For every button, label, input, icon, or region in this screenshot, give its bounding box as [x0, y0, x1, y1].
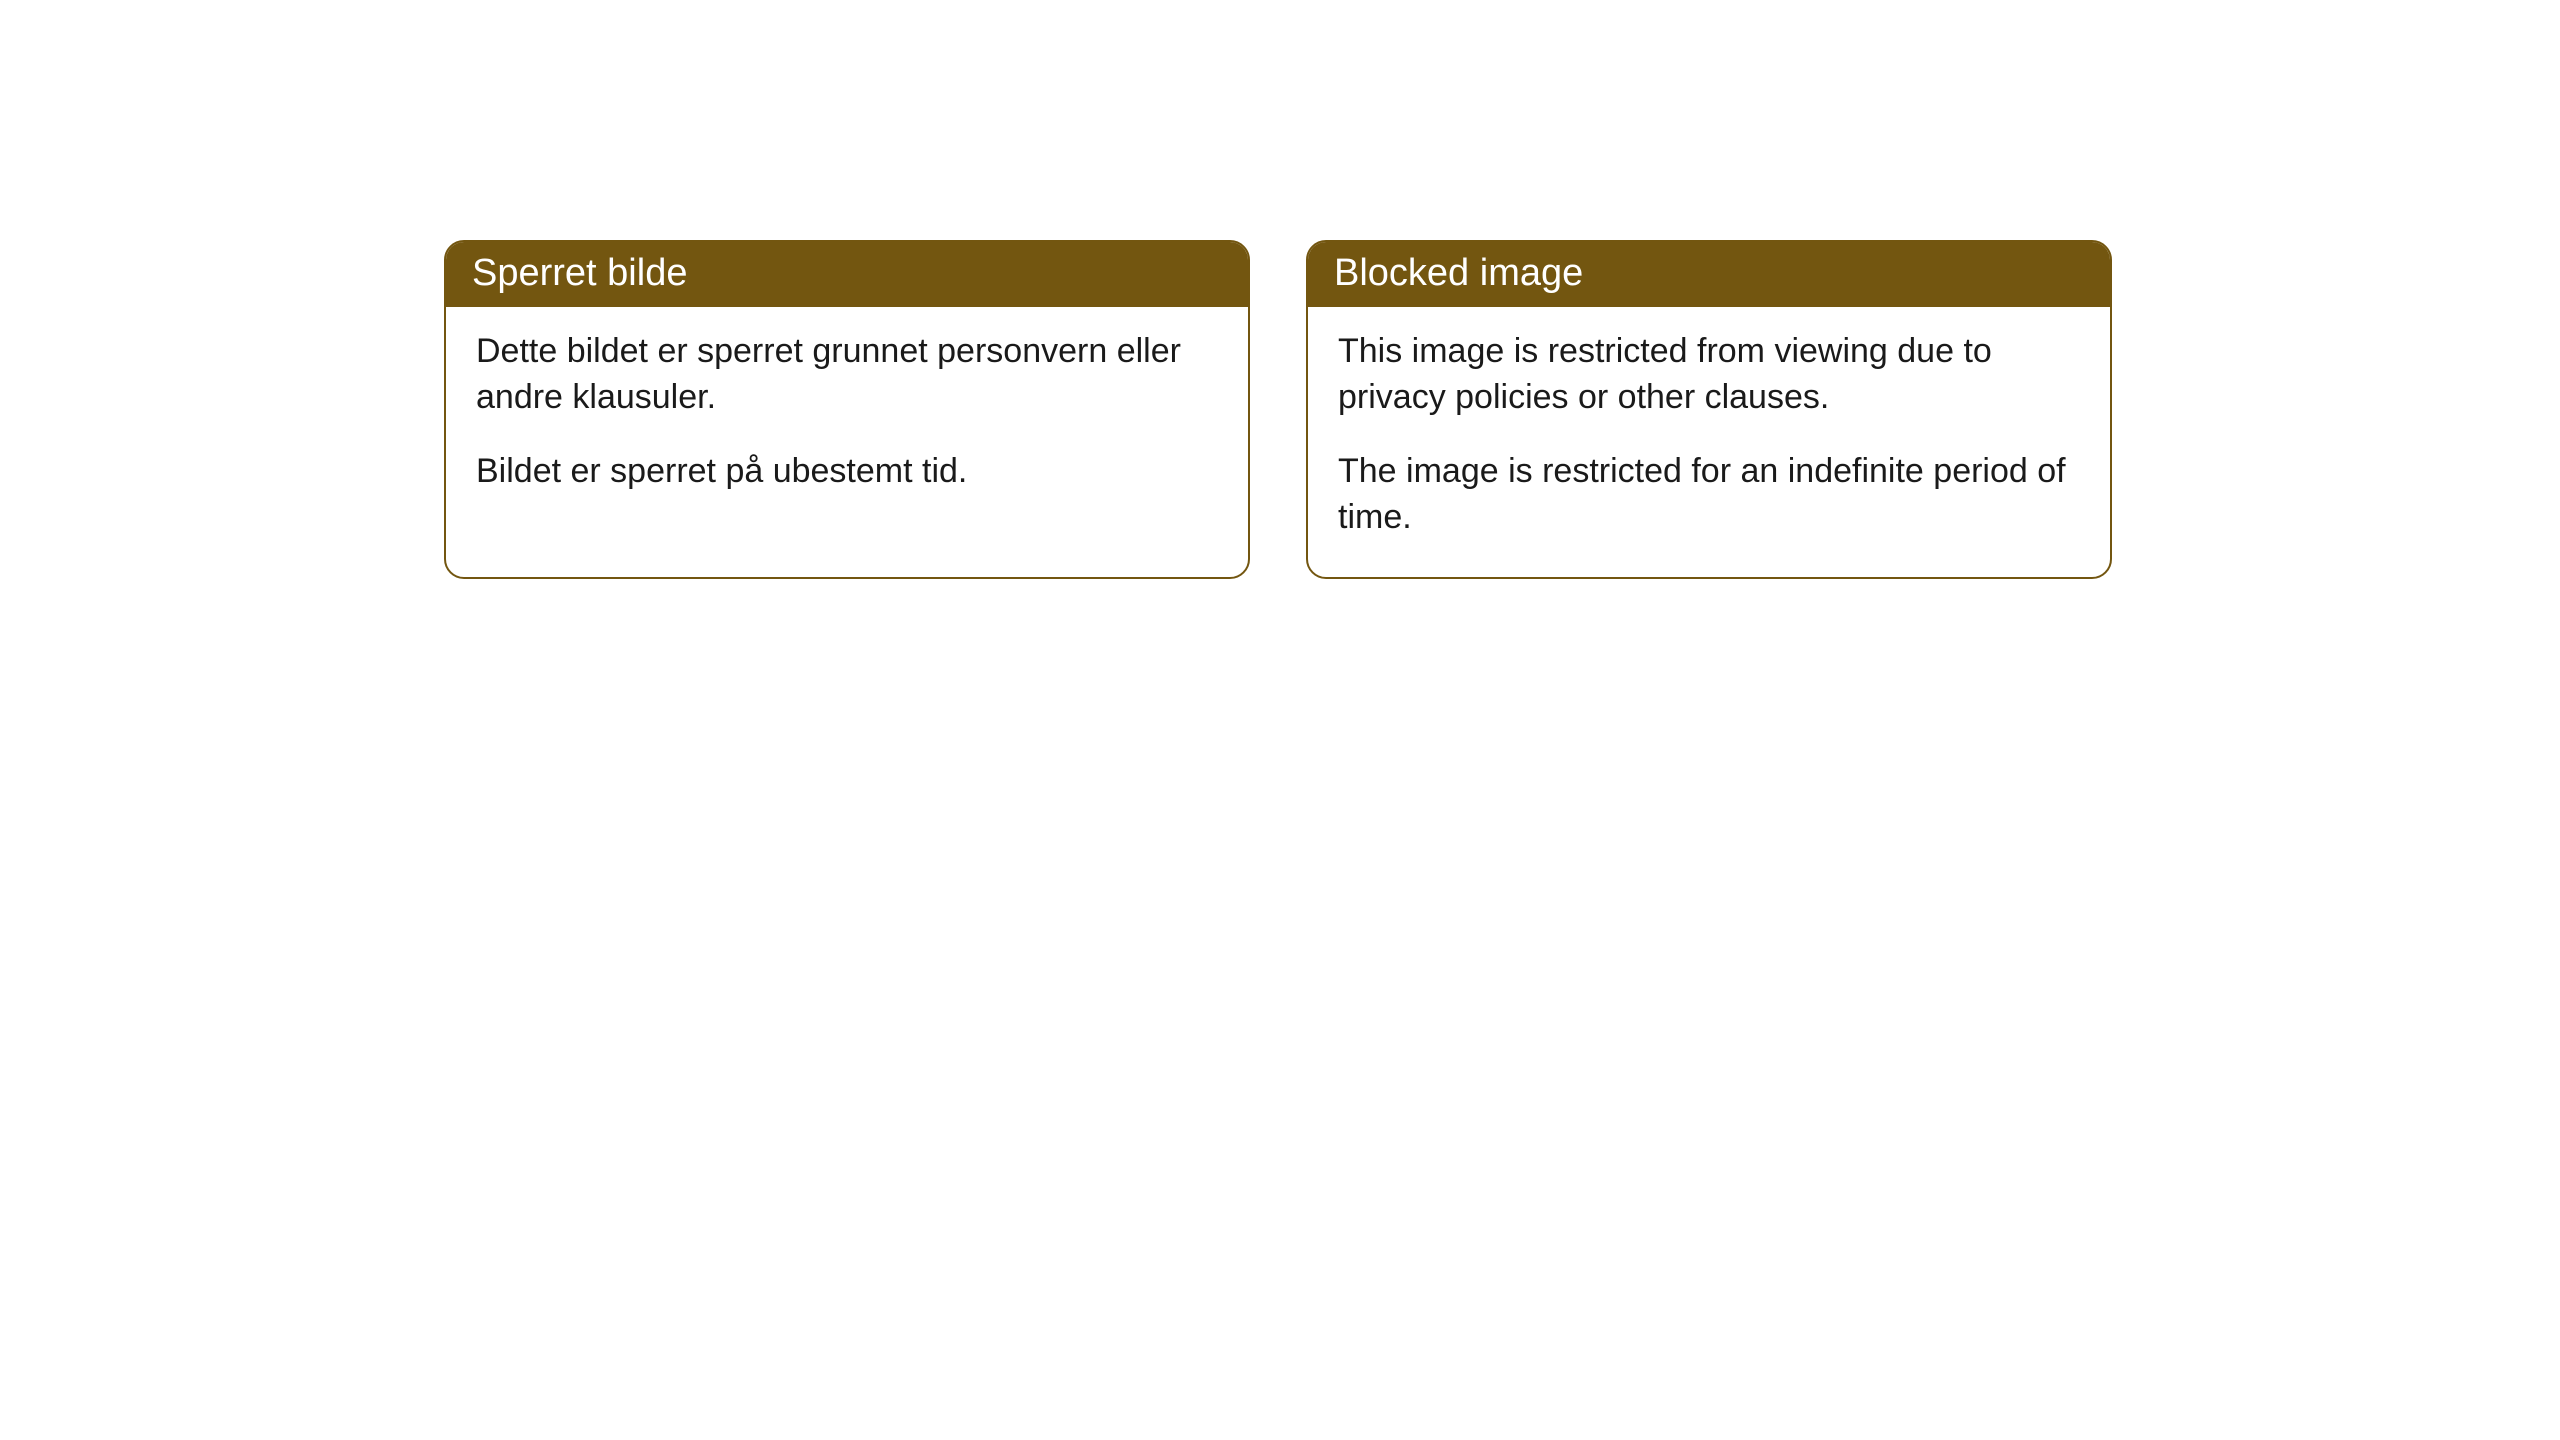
- card-paragraph: Dette bildet er sperret grunnet personve…: [476, 329, 1218, 421]
- notice-cards-container: Sperret bilde Dette bildet er sperret gr…: [444, 240, 2560, 579]
- card-paragraph: The image is restricted for an indefinit…: [1338, 449, 2080, 541]
- card-body: This image is restricted from viewing du…: [1308, 307, 2110, 577]
- card-body: Dette bildet er sperret grunnet personve…: [446, 307, 1248, 531]
- notice-card-english: Blocked image This image is restricted f…: [1306, 240, 2112, 579]
- card-header: Blocked image: [1308, 242, 2110, 307]
- notice-card-norwegian: Sperret bilde Dette bildet er sperret gr…: [444, 240, 1250, 579]
- card-paragraph: This image is restricted from viewing du…: [1338, 329, 2080, 421]
- card-header: Sperret bilde: [446, 242, 1248, 307]
- card-paragraph: Bildet er sperret på ubestemt tid.: [476, 449, 1218, 495]
